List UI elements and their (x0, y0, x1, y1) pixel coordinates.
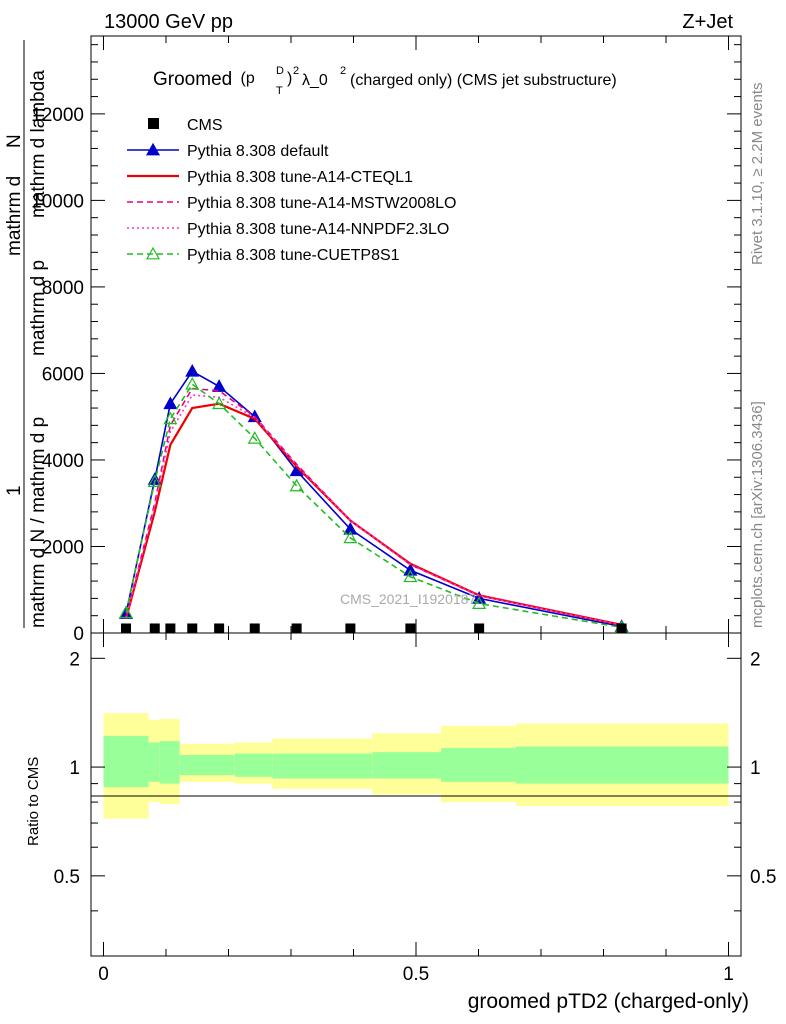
y-label-num1: 1 (4, 485, 25, 496)
main-title-prefix: Groomed (153, 69, 232, 90)
legend-marker-default (145, 142, 161, 156)
main-title-rest: λ_0 (302, 72, 328, 89)
side-label-rivet: Rivet 3.1.10, ≥ 2.2M events (749, 83, 766, 266)
svg-text:2: 2 (340, 65, 346, 77)
svg-text:): ) (287, 70, 292, 87)
series-marker-cuetp (163, 411, 178, 425)
legend-entry-label: Pythia 8.308 tune-A14-CTEQL1 (187, 169, 413, 186)
ratio-band-inner (441, 747, 516, 782)
series-marker-default (163, 396, 178, 410)
svg-text:2: 2 (293, 65, 299, 77)
ratio-tick-label-right: 0.5 (750, 867, 776, 888)
svg-text:Groomed (p: Groomed (p (153, 69, 255, 90)
header-left: 13000 GeV pp (104, 11, 233, 33)
ratio-band-inner (516, 746, 729, 784)
cms-data-point (474, 623, 485, 634)
series-marker-cuetp (147, 474, 162, 487)
cms-data-point (345, 623, 356, 634)
y-label-den1: mathrm d N / mathrm d p (28, 417, 49, 628)
series-marker-cuetp (185, 377, 200, 390)
main-title: Groomed (p D T ) 2 λ_0 2 (charged only) … (153, 65, 617, 97)
main-title-math: (p (240, 70, 254, 87)
ratio-tick-label: 0.5 (54, 867, 80, 888)
watermark: CMS_2021_I1920187 (340, 591, 476, 607)
x-ticks: 0 0.5 1 (98, 36, 734, 985)
x-tick-label: 0.5 (403, 964, 429, 985)
legend: CMS Pythia 8.308 default Pythia 8.308 tune… (127, 117, 456, 264)
cms-data-point (616, 623, 627, 634)
ratio-band-inner (179, 754, 235, 776)
cms-data-point (121, 623, 131, 634)
ratio-band-inner (103, 735, 149, 788)
series-marker-cuetp (212, 396, 227, 410)
series-line-mstw (125, 387, 622, 626)
series-line-default (125, 370, 622, 628)
y-tick-label: 2000 (42, 537, 84, 558)
series-marker-cuetp (247, 431, 262, 444)
series-marker-default (343, 521, 358, 535)
ratio-bands (103, 713, 729, 819)
ratio-tick-label-right: 1 (750, 758, 761, 779)
cms-points (121, 623, 627, 634)
y-tick-label: 4000 (42, 451, 84, 472)
y-tick-label: 6000 (42, 364, 84, 385)
y-axis-label: 1 mathrm d N / mathrm d p mathrm d N mat… (4, 40, 49, 628)
y-tick-label: 0 (73, 624, 84, 645)
legend-entry-label: Pythia 8.308 tune-A14-MSTW2008LO (187, 195, 456, 212)
svg-text:D: D (276, 65, 284, 77)
ratio-tick-label: 2 (69, 649, 80, 670)
side-label-mcplots: mcplots.cern.ch [arXiv:1306.3436] (749, 401, 766, 628)
series-marker-default (185, 364, 200, 377)
legend-entry-label: CMS (187, 117, 223, 134)
y-label-num2b: N (4, 134, 25, 148)
series-marker-cuetp (403, 569, 418, 583)
series-marker-default (212, 379, 227, 392)
legend-entry-label: Pythia 8.308 tune-A14-NNPDF2.3LO (187, 221, 449, 238)
series-marker-cuetp (472, 596, 487, 609)
series-marker-cuetp (343, 530, 358, 544)
ratio-band-inner (272, 753, 373, 779)
y-label-den2: mathrm d p (28, 260, 49, 356)
main-title-suffix: (charged only) (CMS jet substructure) (350, 72, 617, 89)
cms-data-point (214, 623, 225, 634)
ratio-y-label: Ratio to CMS (25, 757, 42, 846)
x-tick-label: 0 (98, 964, 109, 985)
ratio-ticks: 0.5 0.5 1 1 2 2 (54, 649, 776, 912)
cms-data-point (149, 623, 160, 634)
y-tick-label: 8000 (42, 278, 84, 299)
series-line-nnpdf (125, 394, 622, 626)
ratio-band-inner (148, 742, 160, 782)
y-ticks: 0 2000 4000 6000 8000 10000 12000 (31, 44, 741, 645)
series-group (118, 364, 629, 633)
ratio-band-inner (372, 752, 441, 779)
y-label-den2b: mathrm d lambda (28, 70, 49, 218)
cms-data-point (291, 623, 302, 634)
series-line-cuetp (125, 383, 622, 629)
y-tick-label: 12000 (31, 105, 84, 126)
ratio-band-inner (159, 741, 180, 784)
header-right: Z+Jet (682, 11, 733, 33)
ratio-band-inner (234, 753, 273, 777)
cms-data-point (187, 623, 198, 634)
legend-marker-cuetp (145, 246, 161, 260)
x-axis-label: groomed pTD2 (charged-only) (468, 990, 749, 1013)
cms-data-point (405, 623, 416, 634)
y-tick-label: 10000 (31, 191, 84, 212)
legend-marker-cms (148, 118, 159, 129)
series-marker-cuetp (118, 605, 134, 619)
ratio-tick-label: 1 (69, 758, 80, 779)
cms-data-point (165, 623, 176, 634)
x-tick-label: 1 (723, 964, 734, 985)
svg-text:T: T (276, 85, 283, 97)
legend-entry-label: Pythia 8.308 default (187, 143, 329, 160)
ratio-tick-label-right: 2 (750, 649, 761, 670)
y-label-num2: mathrm d (4, 176, 25, 256)
cms-data-point (249, 623, 260, 634)
legend-entry-label: Pythia 8.308 tune-CUETP8S1 (187, 247, 400, 264)
series-marker-cuetp (289, 478, 304, 492)
